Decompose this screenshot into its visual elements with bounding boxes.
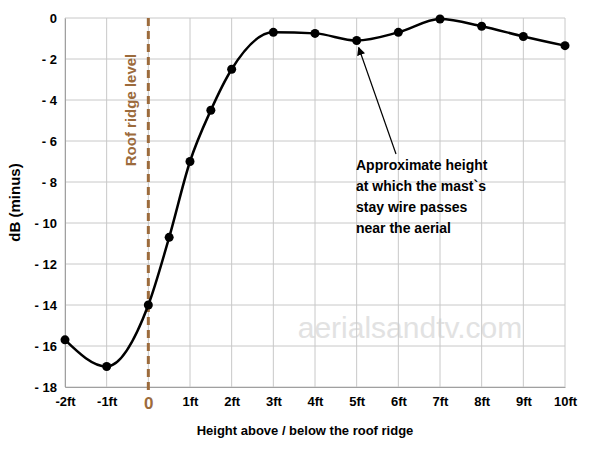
y-tick-label: - 16 <box>35 339 57 354</box>
y-tick: - 2 <box>42 52 65 67</box>
x-tick-label: 10ft <box>554 394 578 409</box>
x-tick: 3ft <box>266 387 283 409</box>
data-point <box>165 233 174 242</box>
data-point <box>477 22 486 31</box>
x-tick-label: 8ft <box>474 394 491 409</box>
annotation-line: Approximate height <box>356 157 488 173</box>
y-tick: 0 <box>50 11 65 26</box>
grid-line-y <box>65 18 565 19</box>
x-tick-label: -2ft <box>55 394 76 409</box>
annotation-line: at which the mast`s <box>356 178 486 194</box>
y-tick: - 6 <box>42 134 65 149</box>
y-tick-label: - 12 <box>35 257 57 272</box>
background <box>0 0 600 451</box>
annotation-line: stay wire passes <box>356 199 468 215</box>
x-tick-label: 4ft <box>308 394 325 409</box>
x-tick: 0 <box>144 387 153 413</box>
data-point <box>394 28 403 37</box>
data-point <box>519 32 528 41</box>
y-tick: - 16 <box>35 339 65 354</box>
grid-line-y <box>65 264 565 265</box>
grid-line-y <box>65 100 565 101</box>
y-tick: - 18 <box>35 380 65 395</box>
data-point <box>206 106 215 115</box>
data-point <box>269 28 278 37</box>
x-tick-label: 0 <box>144 394 153 413</box>
y-tick-label: - 14 <box>35 298 58 313</box>
y-tick-label: - 18 <box>35 380 57 395</box>
x-tick: 7ft <box>433 387 450 409</box>
plot-marks <box>61 15 570 371</box>
x-tick-label: -1ft <box>97 394 118 409</box>
x-tick-label: 2ft <box>224 394 241 409</box>
reference-line <box>147 18 150 391</box>
data-point <box>561 41 570 50</box>
x-tick-label: 9ft <box>516 394 533 409</box>
grid <box>65 18 565 387</box>
x-tick: 8ft <box>474 387 491 409</box>
data-point <box>227 65 236 74</box>
grid-line-y <box>65 387 565 388</box>
y-tick-label: - 10 <box>35 216 57 231</box>
y-tick: - 4 <box>42 93 65 108</box>
y-tick-label: - 8 <box>42 175 57 190</box>
x-axis: -2ft -1ft 0 1ft 2ft 3ft 4ft 5ft 6ft 7ft 8ft 9ft 10ft <box>55 387 577 413</box>
x-tick: 1ft <box>183 387 200 409</box>
y-axis-line <box>65 19 66 388</box>
annotation: Approximate height at which the mast`s sta… <box>356 157 488 236</box>
chart: aerialsandtv.com -2ft -1ft 0 1ft 2ft 3ft 4ft 5ft… <box>0 0 600 451</box>
data-point <box>102 362 111 371</box>
grid-line-x <box>481 18 482 387</box>
grid-line-x <box>565 18 566 387</box>
x-tick-label: 3ft <box>266 394 283 409</box>
grid-line-x <box>315 18 316 387</box>
annotation-arrow <box>359 48 396 154</box>
x-tick: -2ft <box>55 387 76 409</box>
x-tick-label: 5ft <box>349 394 366 409</box>
x-tick: 2ft <box>224 387 241 409</box>
x-axis-title: Height above / below the roof ridge <box>197 423 414 438</box>
x-tick-label: 6ft <box>391 394 408 409</box>
y-tick-label: 0 <box>50 11 57 26</box>
grid-line-x <box>273 18 274 387</box>
x-tick: 9ft <box>516 387 533 409</box>
x-tick: -1ft <box>97 387 118 409</box>
y-tick: - 14 <box>35 298 65 313</box>
x-axis-line <box>66 387 566 388</box>
y-tick: - 10 <box>35 216 65 231</box>
grid-line-y <box>65 141 565 142</box>
grid-line-x <box>523 18 524 387</box>
x-tick: 6ft <box>391 387 408 409</box>
x-tick: 5ft <box>349 387 366 409</box>
y-tick-label: - 2 <box>42 52 57 67</box>
grid-line-y <box>65 59 565 60</box>
reference-line-label: Roof ridge level <box>122 54 139 167</box>
data-point <box>186 157 195 166</box>
grid-line-y <box>65 346 565 347</box>
grid-line-x <box>106 18 107 387</box>
data-point <box>311 29 320 38</box>
annotation-line: near the aerial <box>356 220 451 236</box>
grid-line-y <box>65 223 565 224</box>
y-tick-label: - 6 <box>42 134 57 149</box>
x-tick-label: 1ft <box>183 394 200 409</box>
grid-line-x <box>190 18 191 387</box>
y-tick: - 12 <box>35 257 65 272</box>
y-axis-title: dB (minus) <box>6 163 23 241</box>
watermark: aerialsandtv.com <box>298 311 523 344</box>
data-point <box>436 15 445 24</box>
grid-line-y <box>65 182 565 183</box>
data-point <box>61 335 70 344</box>
x-tick-label: 7ft <box>433 394 450 409</box>
y-tick: - 8 <box>42 175 65 190</box>
x-tick: 4ft <box>308 387 325 409</box>
grid-line-x <box>65 18 66 387</box>
y-tick-label: - 4 <box>42 93 58 108</box>
y-axis: 0 - 2 - 4 - 6 - 8 - 10 - 12 - 14 - 16 - 18 <box>35 11 66 395</box>
grid-line-y <box>65 305 565 306</box>
data-point <box>144 301 153 310</box>
data-line <box>65 19 565 366</box>
data-point <box>352 36 361 45</box>
x-tick: 10ft <box>554 387 578 409</box>
